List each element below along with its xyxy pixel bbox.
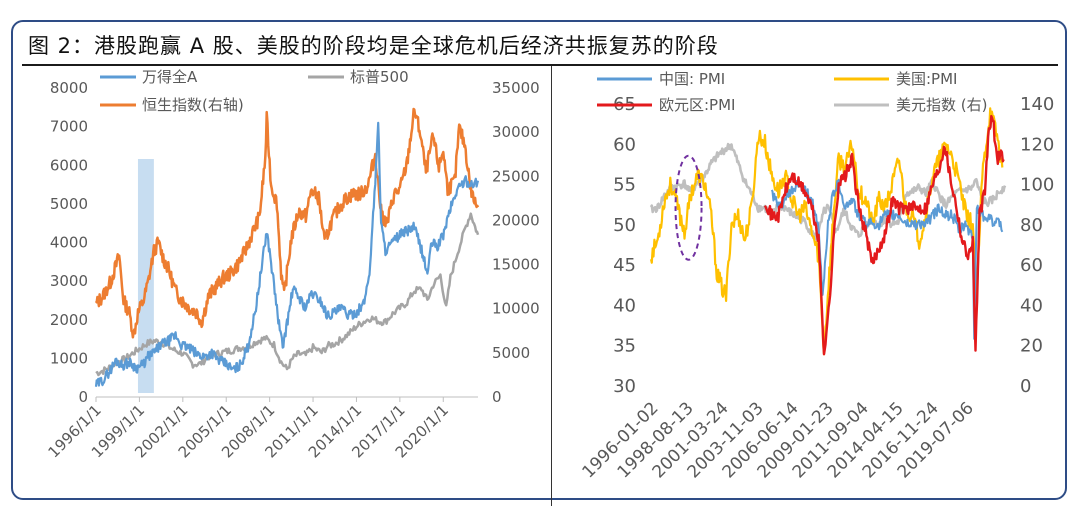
series-line-euro bbox=[763, 114, 1005, 356]
legend-label: 中国: PMI bbox=[659, 70, 725, 88]
y-left-tick: 2000 bbox=[50, 311, 88, 329]
series-line-hsi bbox=[94, 107, 480, 339]
y-left-tick: 8000 bbox=[50, 79, 88, 97]
y-left-tick: 50 bbox=[613, 215, 636, 236]
title-rule bbox=[22, 64, 1058, 66]
y-right-tick: 30000 bbox=[492, 123, 540, 141]
y-left-tick: 35 bbox=[613, 336, 636, 357]
series-line-dxy bbox=[649, 142, 1007, 241]
y-left-tick: 4000 bbox=[50, 234, 88, 252]
y-right-tick: 120 bbox=[1020, 134, 1054, 155]
y-right-tick: 20 bbox=[1020, 336, 1043, 357]
panel-divider bbox=[551, 66, 552, 506]
figure-frame bbox=[11, 20, 1067, 500]
y-right-tick: 20000 bbox=[492, 211, 540, 229]
y-right-tick: 80 bbox=[1020, 215, 1043, 236]
y-right-tick: 0 bbox=[1020, 376, 1031, 397]
y-left-tick: 7000 bbox=[50, 118, 88, 136]
y-left-tick: 30 bbox=[613, 376, 636, 397]
legend-label: 美元指数 (右) bbox=[896, 96, 987, 114]
y-left-tick: 5000 bbox=[50, 195, 88, 213]
y-left-tick: 3000 bbox=[50, 272, 88, 290]
highlight-band bbox=[137, 159, 154, 393]
y-left-tick: 45 bbox=[613, 255, 636, 276]
y-right-tick: 10000 bbox=[492, 300, 540, 318]
series-line-wind bbox=[94, 121, 480, 387]
y-left-tick: 55 bbox=[613, 175, 636, 196]
y-right-tick: 40 bbox=[1020, 295, 1043, 316]
y-right-tick: 5000 bbox=[492, 344, 530, 362]
y-right-tick: 35000 bbox=[492, 79, 540, 97]
legend-label: 美国:PMI bbox=[896, 70, 957, 88]
legend-label: 万得全A bbox=[142, 68, 198, 86]
legend-label: 标普500 bbox=[350, 68, 409, 86]
y-left-tick: 6000 bbox=[50, 156, 88, 174]
y-left-tick: 0 bbox=[78, 388, 88, 406]
y-left-tick: 40 bbox=[613, 295, 636, 316]
highlight-ellipse bbox=[674, 154, 703, 261]
y-right-tick: 15000 bbox=[492, 256, 540, 274]
y-right-tick: 140 bbox=[1020, 94, 1054, 115]
y-left-tick: 1000 bbox=[50, 349, 88, 367]
legend-label: 欧元区:PMI bbox=[659, 96, 735, 114]
series-line-china bbox=[770, 178, 1004, 340]
legend-label: 恒生指数(右轴) bbox=[142, 96, 244, 114]
y-right-tick: 100 bbox=[1020, 175, 1054, 196]
y-right-tick: 25000 bbox=[492, 167, 540, 185]
y-right-tick: 60 bbox=[1020, 255, 1043, 276]
y-left-tick: 60 bbox=[613, 134, 636, 155]
y-right-tick: 0 bbox=[492, 388, 502, 406]
figure-title: 图 2：港股跑赢 A 股、美股的阶段均是全球危机后经济共振复苏的阶段 bbox=[28, 34, 719, 58]
